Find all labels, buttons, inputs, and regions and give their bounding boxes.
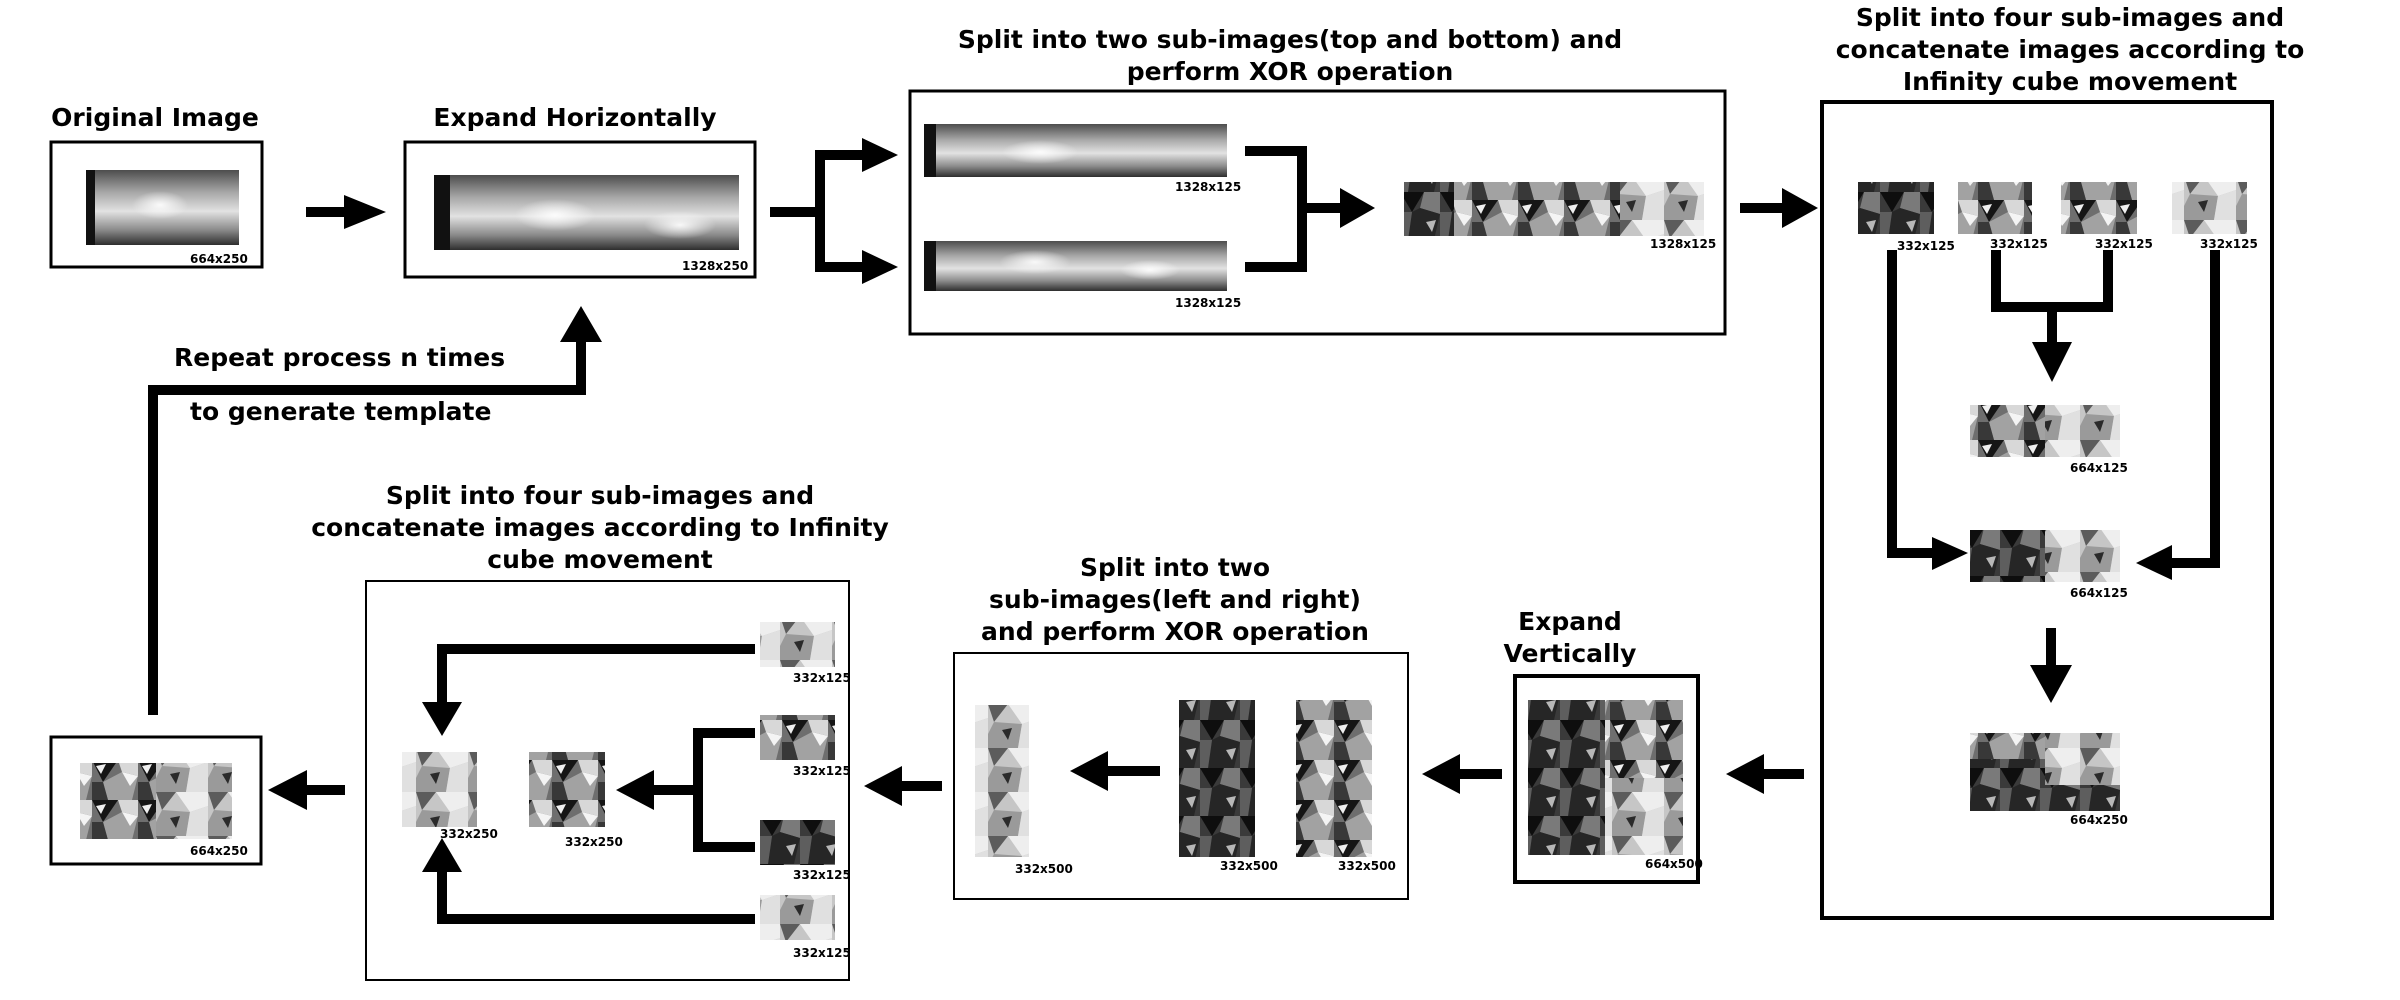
merge-connector — [1245, 146, 1375, 272]
title-split-four-right-line2: concatenate images according to — [1836, 35, 2305, 64]
quarter-image-4 — [2172, 182, 2247, 234]
size-quarter-1: 332x125 — [1897, 239, 1955, 253]
arrow-to-expand-vertically — [1726, 754, 1804, 794]
left-quarter-image-3 — [760, 820, 835, 865]
quarter-image-3 — [2061, 182, 2137, 234]
title-split-four-right-line1: Split into four sub-images and — [1856, 3, 2284, 32]
left-quarter-image-2 — [760, 715, 835, 760]
size-expanded-v: 664x500 — [1645, 857, 1703, 871]
left-quarter-image-4 — [760, 895, 835, 940]
quarter-image-1 — [1858, 182, 1934, 234]
title-split-top-bottom-line2: perform XOR operation — [1127, 57, 1454, 86]
size-concat-2: 664x125 — [2070, 586, 2128, 600]
original-finger-image — [86, 170, 239, 245]
size-quarter-4: 332x125 — [2200, 237, 2258, 251]
size-expanded-h: 1328x250 — [682, 259, 748, 273]
size-original: 664x250 — [190, 252, 248, 266]
split-four-right-frame — [1820, 100, 2274, 920]
fork-connector — [770, 138, 898, 284]
xor-horizontal-image — [1404, 182, 1704, 236]
size-bottom-half: 1328x125 — [1175, 296, 1241, 310]
connector-left-quarter1-to-concat-a — [422, 644, 755, 736]
title-split-four-left-line2: concatenate images according to Infinity — [311, 513, 889, 542]
size-left-concat-b: 332x250 — [565, 835, 623, 849]
expanded-vertical-image — [1528, 700, 1683, 855]
title-expand-horizontally: Expand Horizontally — [433, 103, 716, 132]
split-left-right-frame — [953, 652, 1409, 900]
concat-image-1 — [1970, 405, 2120, 457]
size-left-quarter-2: 332x125 — [793, 764, 851, 778]
xor-vertical-image — [975, 705, 1029, 857]
quarter-image-2 — [1958, 182, 2032, 234]
title-expand-vertically-line2: Vertically — [1504, 639, 1637, 668]
arrow-to-final-template — [268, 770, 345, 810]
title-split-left-right-line2: sub-images(left and right) — [989, 585, 1361, 614]
size-quarter-3: 332x125 — [2095, 237, 2153, 251]
size-left-half: 332x500 — [1220, 859, 1278, 873]
left-quarter-image-1 — [760, 622, 835, 667]
size-left-quarter-1: 332x125 — [793, 671, 851, 685]
split-top-bottom-frame — [908, 89, 1727, 336]
concat-full-image — [1970, 733, 2120, 811]
concat-image-2 — [1970, 530, 2120, 582]
title-split-four-left-line3: cube movement — [487, 545, 712, 574]
title-expand-vertically-line1: Expand — [1518, 607, 1622, 636]
bottom-half-image — [924, 241, 1227, 291]
size-top-half: 1328x125 — [1175, 180, 1241, 194]
connector-left-quarter4-to-concat-a — [422, 838, 755, 924]
left-concat-image-a — [402, 752, 477, 827]
repeat-loop-arrow — [148, 306, 602, 715]
left-half-image — [1179, 700, 1255, 857]
expanded-image-frame — [403, 140, 757, 279]
title-original-image: Original Image — [51, 103, 259, 132]
final-template-frame — [49, 735, 263, 866]
split-four-left-frame — [365, 580, 850, 981]
size-right-half: 332x500 — [1338, 859, 1396, 873]
size-final: 664x250 — [190, 844, 248, 858]
title-split-four-left-line1: Split into four sub-images and — [386, 481, 814, 510]
left-concat-image-b — [529, 752, 605, 827]
title-split-left-right-line1: Split into two — [1080, 553, 1270, 582]
size-left-concat-a: 332x250 — [440, 827, 498, 841]
arrow-to-split-four-left — [864, 766, 942, 806]
expand-vertically-frame — [1513, 674, 1700, 884]
arrow-to-split-left-right — [1422, 754, 1502, 794]
right-half-image — [1296, 700, 1372, 857]
connector-left-quarters-to-concat-b — [616, 728, 755, 852]
title-split-four-right-line3: Infinity cube movement — [1903, 67, 2237, 96]
final-template-image — [80, 763, 232, 839]
size-concat-1: 664x125 — [2070, 461, 2128, 475]
size-left-quarter-3: 332x125 — [793, 868, 851, 882]
arrow-concat-to-full — [2030, 628, 2072, 703]
connector-quarter1-to-concat2 — [1887, 250, 1968, 570]
repeat-label-line1: Repeat process n times — [174, 343, 505, 372]
size-left-quarter-4: 332x125 — [793, 946, 851, 960]
connector-quarter4-to-concat2 — [2136, 250, 2220, 580]
arrow-halves-to-xor — [1070, 751, 1160, 791]
title-split-left-right-line3: and perform XOR operation — [981, 617, 1369, 646]
expanded-finger-image — [434, 175, 739, 250]
connector-quarters-to-concat — [1991, 250, 2113, 382]
repeat-label-line2: to generate template — [190, 397, 491, 426]
title-split-top-bottom-line1: Split into two sub-images(top and bottom… — [958, 25, 1622, 54]
original-image-frame — [49, 140, 264, 269]
size-concat-full: 664x250 — [2070, 813, 2128, 827]
arrow-original-to-expand — [306, 195, 386, 229]
size-xor-h: 1328x125 — [1650, 237, 1716, 251]
size-xor-v: 332x500 — [1015, 862, 1073, 876]
size-quarter-2: 332x125 — [1990, 237, 2048, 251]
arrow-xor-to-quarters — [1740, 188, 1818, 228]
top-half-image — [924, 124, 1227, 177]
